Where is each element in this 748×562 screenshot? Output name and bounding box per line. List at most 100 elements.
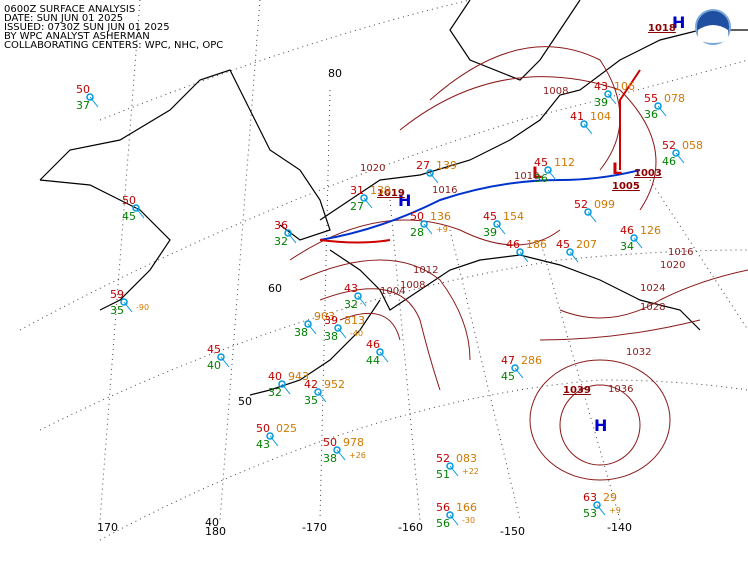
station-circle (593, 501, 601, 509)
dewpoint: 51 (436, 468, 450, 481)
temperature: 43 (594, 80, 608, 93)
header-line: ISSUED: 0730Z SUN JUN 01 2025 (4, 22, 170, 33)
coastline (39, 0, 748, 396)
dewpoint: 35 (110, 304, 124, 317)
pressure: 207 (576, 238, 597, 251)
pressure-tendency: -40 (350, 329, 363, 338)
station-plot: 52 46 058 (662, 139, 703, 168)
wind-barb (607, 93, 617, 105)
wind-barb (633, 237, 643, 249)
pressure: 139 (436, 159, 457, 172)
station-plot: 46 186 (506, 238, 547, 263)
station-circle (446, 462, 454, 470)
wind-barb (89, 96, 99, 108)
station-circle (314, 388, 322, 396)
temperature: 52 (662, 139, 676, 152)
station-plot: 38 903 (294, 310, 335, 339)
pressure: 099 (594, 198, 615, 211)
temperature: 39 (324, 314, 338, 327)
wind-barb (569, 251, 579, 263)
dewpoint: 38 (323, 452, 337, 465)
pressure: 952 (324, 378, 345, 391)
station-circle (516, 248, 524, 256)
graticule-label: 60 (268, 282, 282, 295)
graticule-label: -170 (302, 521, 327, 534)
dewpoint: 32 (268, 386, 282, 399)
station-circle (566, 248, 574, 256)
wind-barb (596, 504, 606, 516)
station-plot: 45 36 112 (534, 156, 575, 185)
temperature: 55 (644, 92, 658, 105)
station-plot: 55 36 078 (644, 92, 685, 121)
wind-barb (449, 514, 459, 526)
wind-barb (496, 223, 506, 235)
isobar-label: 1024 (640, 283, 665, 294)
station-plot: 31 27 139 (350, 184, 391, 213)
pressure: 978 (343, 436, 364, 449)
wind-barb (307, 323, 317, 335)
wind-barb (657, 105, 667, 117)
station-circle (284, 229, 292, 237)
station-plot: 50 28 136 +9 (410, 210, 451, 239)
temperature: 47 (501, 354, 515, 367)
pressure: 29 (603, 491, 617, 504)
wind-barb (379, 351, 389, 363)
wind-barb (587, 211, 597, 223)
wind-barb (423, 223, 433, 235)
station-circle (334, 324, 342, 332)
station-plot: 27 139 (416, 159, 457, 184)
pressure-tendency: -90 (136, 303, 149, 312)
pressure: 136 (430, 210, 451, 223)
station-plot: 47 45 286 (501, 354, 542, 383)
station-plot: 50 43 025 (256, 422, 297, 451)
pressure: 025 (276, 422, 297, 435)
high-center: H (594, 416, 607, 435)
wind-barb (336, 449, 346, 461)
station-circle (132, 204, 140, 212)
dewpoint: 56 (436, 517, 450, 530)
header-line: COLLABORATING CENTERS: WPC, NHC, OPC (4, 40, 223, 51)
temperature: 36 (274, 219, 288, 232)
pressure-tendency: -30 (462, 516, 475, 525)
dewpoint: 27 (350, 200, 364, 213)
pressure-tendency: +9 (436, 225, 448, 234)
station-plot: 59 35 -90 (110, 288, 149, 317)
pressure: 813 (344, 314, 365, 327)
graticule-label: -150 (500, 525, 525, 538)
temperature: 56 (436, 501, 450, 514)
graticule (19, 0, 748, 541)
temperature: 46 (366, 338, 380, 351)
temperature: 45 (483, 210, 497, 223)
station-plot: 45 207 (556, 238, 597, 263)
dewpoint: 38 (294, 326, 308, 339)
fronts (319, 69, 641, 244)
high-center: H (398, 191, 411, 210)
temperature: 52 (574, 198, 588, 211)
station-circle (266, 432, 274, 440)
isobar-label: 1010 (514, 171, 539, 182)
noaa-logo (695, 9, 731, 45)
dewpoint: 36 (644, 108, 658, 121)
temperature: 43 (344, 282, 358, 295)
station-circle (493, 220, 501, 228)
pressure: 943 (288, 370, 309, 383)
dewpoint: 38 (324, 330, 338, 343)
wind-barb (135, 207, 145, 219)
station-circle (376, 348, 384, 356)
station-circle (120, 298, 128, 306)
station-circle (217, 353, 225, 361)
temperature: 42 (304, 378, 318, 391)
temperature: 41 (570, 110, 584, 123)
center-pressure: 1039 (563, 385, 591, 396)
temperature: 46 (620, 224, 634, 237)
station-circle (86, 93, 94, 101)
station-circle (604, 90, 612, 98)
pressure: 126 (640, 224, 661, 237)
station-circle (654, 102, 662, 110)
isobars (289, 46, 748, 481)
isobar-label: 1016 (432, 185, 457, 196)
